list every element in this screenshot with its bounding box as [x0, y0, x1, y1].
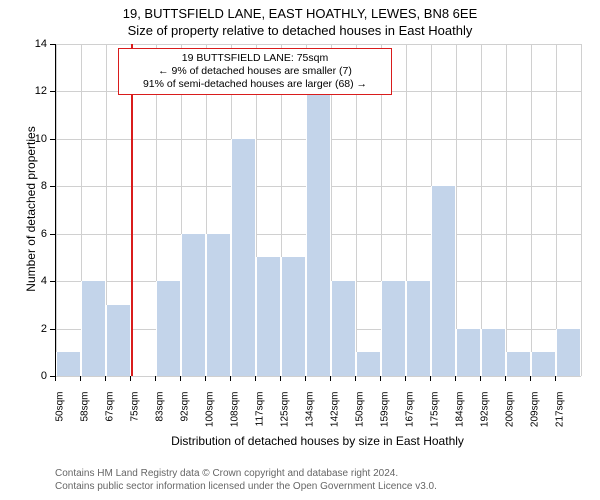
- xtick-mark: [330, 376, 331, 381]
- footer-line2: Contains public sector information licen…: [55, 481, 437, 494]
- ytick-mark: [50, 186, 55, 187]
- ytick-label: 8: [27, 180, 47, 192]
- xtick-label: 50sqm: [55, 392, 66, 442]
- histogram-bar: [456, 329, 481, 376]
- histogram-bar: [56, 352, 81, 376]
- xtick-mark: [55, 376, 56, 381]
- xtick-label: 134sqm: [305, 392, 316, 442]
- xtick-label: 184sqm: [455, 392, 466, 442]
- footer-line1: Contains HM Land Registry data © Crown c…: [55, 468, 437, 481]
- xtick-label: 159sqm: [380, 392, 391, 442]
- xtick-label: 192sqm: [480, 392, 491, 442]
- chart-container: 19, BUTTSFIELD LANE, EAST HOATHLY, LEWES…: [0, 0, 600, 500]
- histogram-bar: [181, 234, 206, 376]
- gridline-v: [531, 44, 532, 376]
- xtick-label: 175sqm: [430, 392, 441, 442]
- ytick-label: 4: [27, 275, 47, 287]
- xtick-label: 167sqm: [405, 392, 416, 442]
- xtick-label: 92sqm: [180, 392, 191, 442]
- histogram-bar: [231, 139, 256, 376]
- xtick-mark: [555, 376, 556, 381]
- xtick-mark: [355, 376, 356, 381]
- xtick-mark: [130, 376, 131, 381]
- ytick-mark: [50, 91, 55, 92]
- histogram-bar: [381, 281, 406, 376]
- ytick-label: 10: [27, 133, 47, 145]
- histogram-bar: [531, 352, 556, 376]
- histogram-bar: [81, 281, 106, 376]
- histogram-bar: [356, 352, 381, 376]
- ytick-label: 12: [27, 85, 47, 97]
- annotation-line2: ← 9% of detached houses are smaller (7): [125, 65, 385, 78]
- histogram-bar: [406, 281, 431, 376]
- xtick-label: 75sqm: [130, 392, 141, 442]
- ytick-mark: [50, 234, 55, 235]
- histogram-bar: [306, 91, 331, 376]
- gridline-v: [481, 44, 482, 376]
- ytick-label: 0: [27, 370, 47, 382]
- xtick-label: 142sqm: [330, 392, 341, 442]
- xtick-mark: [380, 376, 381, 381]
- title-subtitle: Size of property relative to detached ho…: [0, 23, 600, 40]
- xtick-label: 100sqm: [205, 392, 216, 442]
- histogram-bar: [431, 186, 456, 376]
- annotation-line3: 91% of semi-detached houses are larger (…: [125, 78, 385, 91]
- histogram-bar: [481, 329, 506, 376]
- xtick-label: 209sqm: [530, 392, 541, 442]
- xtick-label: 150sqm: [355, 392, 366, 442]
- histogram-bar: [281, 257, 306, 376]
- histogram-bar: [106, 305, 131, 376]
- xtick-mark: [305, 376, 306, 381]
- xtick-label: 108sqm: [230, 392, 241, 442]
- xtick-mark: [530, 376, 531, 381]
- histogram-bar: [506, 352, 531, 376]
- title-address: 19, BUTTSFIELD LANE, EAST HOATHLY, LEWES…: [0, 6, 600, 23]
- gridline-v: [506, 44, 507, 376]
- xtick-label: 200sqm: [505, 392, 516, 442]
- xtick-mark: [505, 376, 506, 381]
- annotation-line1: 19 BUTTSFIELD LANE: 75sqm: [125, 52, 385, 65]
- gridline-v: [581, 44, 582, 376]
- histogram-bar: [206, 234, 231, 376]
- xtick-mark: [80, 376, 81, 381]
- xtick-mark: [255, 376, 256, 381]
- xtick-mark: [455, 376, 456, 381]
- xtick-mark: [155, 376, 156, 381]
- ytick-mark: [50, 44, 55, 45]
- xtick-mark: [480, 376, 481, 381]
- xtick-mark: [280, 376, 281, 381]
- histogram-bar: [156, 281, 181, 376]
- chart-titles: 19, BUTTSFIELD LANE, EAST HOATHLY, LEWES…: [0, 0, 600, 40]
- xtick-mark: [230, 376, 231, 381]
- gridline-v: [556, 44, 557, 376]
- histogram-bar: [256, 257, 281, 376]
- xtick-mark: [205, 376, 206, 381]
- xtick-label: 217sqm: [555, 392, 566, 442]
- gridline-v: [56, 44, 57, 376]
- ytick-mark: [50, 329, 55, 330]
- ytick-mark: [50, 139, 55, 140]
- xtick-mark: [180, 376, 181, 381]
- xtick-label: 117sqm: [255, 392, 266, 442]
- ytick-label: 14: [27, 38, 47, 50]
- ytick-label: 6: [27, 228, 47, 240]
- gridline-h: [56, 376, 581, 377]
- xtick-mark: [105, 376, 106, 381]
- xtick-label: 125sqm: [280, 392, 291, 442]
- xtick-label: 58sqm: [80, 392, 91, 442]
- histogram-bar: [331, 281, 356, 376]
- annotation-box: 19 BUTTSFIELD LANE: 75sqm← 9% of detache…: [118, 48, 392, 95]
- xtick-label: 67sqm: [105, 392, 116, 442]
- ytick-label: 2: [27, 323, 47, 335]
- gridline-h: [56, 44, 581, 45]
- gridline-v: [456, 44, 457, 376]
- xtick-mark: [430, 376, 431, 381]
- xtick-mark: [405, 376, 406, 381]
- histogram-bar: [556, 329, 581, 376]
- ytick-mark: [50, 281, 55, 282]
- xtick-label: 83sqm: [155, 392, 166, 442]
- footer-attribution: Contains HM Land Registry data © Crown c…: [55, 468, 437, 493]
